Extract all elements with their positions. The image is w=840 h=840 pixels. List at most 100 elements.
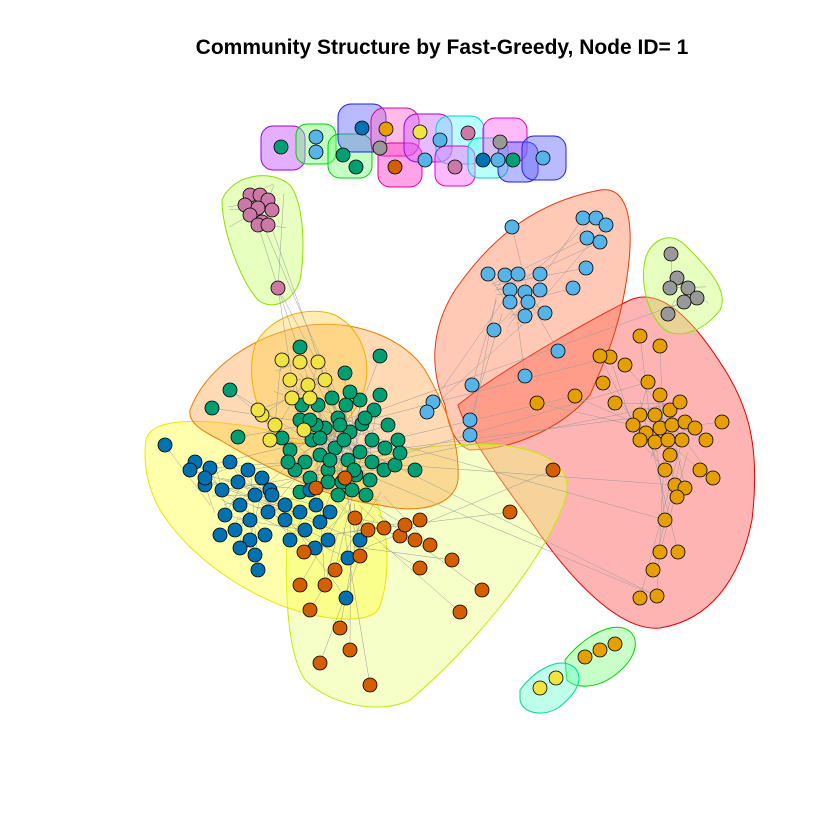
node-vermillion <box>332 620 348 636</box>
node-blue <box>182 462 198 478</box>
node-yellow <box>262 432 278 448</box>
node-orange <box>652 338 668 354</box>
node-green <box>352 392 368 408</box>
edge <box>352 546 453 561</box>
node-sky <box>490 152 506 168</box>
node-pink <box>447 159 463 175</box>
node-blue <box>354 120 370 136</box>
node-green <box>330 487 346 503</box>
node-green <box>280 454 296 470</box>
node-yellow <box>284 390 300 406</box>
node-blue <box>277 497 293 513</box>
node-sky <box>517 368 533 384</box>
edge <box>274 370 281 426</box>
edge <box>257 224 279 289</box>
node-sky <box>532 282 548 298</box>
node-green <box>335 147 351 163</box>
node-orange <box>607 395 623 411</box>
node-yellow <box>310 354 326 370</box>
node-green <box>372 387 388 403</box>
node-vermillion <box>327 562 343 578</box>
node-blue <box>222 454 238 470</box>
node-orange <box>670 544 686 560</box>
edge <box>356 401 681 468</box>
node-blue <box>212 527 228 543</box>
node-vermillion <box>317 577 333 593</box>
node-grey <box>680 280 696 296</box>
node-blue <box>242 532 258 548</box>
node-green <box>322 452 338 468</box>
node-orange <box>705 470 721 486</box>
node-blue <box>320 532 336 548</box>
edge <box>277 193 285 289</box>
edge <box>469 297 497 436</box>
node-sky <box>537 305 553 321</box>
node-yellow <box>300 377 316 393</box>
node-orange <box>632 328 648 344</box>
hull-small-aqua-pair <box>519 662 580 714</box>
node-green <box>324 390 340 406</box>
node-green <box>390 432 406 448</box>
node-grey <box>689 290 705 306</box>
node-vermillion <box>352 548 368 564</box>
node-vermillion <box>412 560 428 576</box>
node-sky <box>462 412 478 428</box>
edge <box>221 467 362 491</box>
node-sky <box>579 230 595 246</box>
node-pink <box>460 125 476 141</box>
node-vermillion <box>474 582 490 598</box>
node-orange <box>692 462 708 478</box>
node-sky <box>520 294 536 310</box>
node-grey <box>492 134 508 150</box>
node-yellow <box>267 417 283 433</box>
node-orange <box>647 434 663 450</box>
node-blue <box>282 532 298 548</box>
node-orange <box>567 388 583 404</box>
node-sky <box>480 266 496 282</box>
node-green <box>312 430 328 446</box>
node-yellow <box>274 352 290 368</box>
node-orange <box>529 395 545 411</box>
node-grey <box>676 294 692 310</box>
node-blue <box>292 504 308 520</box>
node-green <box>392 445 408 461</box>
node-vermillion <box>397 517 413 533</box>
node-yellow <box>548 670 564 686</box>
edge <box>223 494 273 505</box>
node-grey <box>372 140 388 156</box>
edge <box>326 301 685 430</box>
node-green <box>338 397 354 413</box>
node-orange <box>652 544 668 560</box>
node-green <box>204 400 220 416</box>
node-sky <box>502 294 518 310</box>
node-green <box>352 444 368 460</box>
node-green <box>342 384 358 400</box>
edge <box>599 355 632 419</box>
node-orange <box>577 649 593 665</box>
edge <box>432 283 516 403</box>
edge <box>471 299 497 386</box>
node-vermillion <box>308 480 324 496</box>
node-pink <box>242 207 258 223</box>
node-vermillion <box>360 522 376 538</box>
node-blue <box>230 474 246 490</box>
node-green <box>357 410 373 426</box>
node-orange <box>664 417 680 433</box>
node-blue <box>352 532 368 548</box>
edge <box>517 321 526 377</box>
hull-salmon-sky-nodes <box>434 189 631 451</box>
node-green <box>364 432 380 448</box>
node-grey <box>663 246 679 262</box>
node-yellow <box>292 354 308 370</box>
edge <box>345 356 611 427</box>
node-orange <box>625 417 641 433</box>
node-green <box>380 417 396 433</box>
node-orange <box>698 432 714 448</box>
node-blue <box>297 522 313 538</box>
node-blue <box>157 437 173 453</box>
edge <box>349 503 351 651</box>
node-vermillion <box>444 552 460 568</box>
node-green <box>407 462 423 478</box>
node-sky <box>497 267 513 283</box>
node-orange <box>617 357 633 373</box>
